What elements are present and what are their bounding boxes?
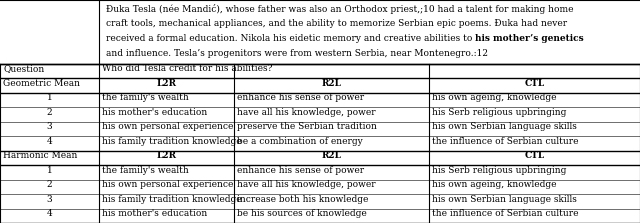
Text: R2L: R2L (321, 151, 341, 160)
Text: increase both his knowledge: increase both his knowledge (237, 195, 368, 204)
Text: 4: 4 (47, 137, 52, 146)
Text: Question: Question (3, 64, 44, 73)
Text: his family tradition knowledge: his family tradition knowledge (102, 137, 242, 146)
Text: his Serb religious upbringing: his Serb religious upbringing (432, 166, 566, 175)
Text: Geometric Mean: Geometric Mean (3, 79, 80, 88)
Text: L2R: L2R (156, 151, 177, 160)
Text: 4: 4 (47, 209, 52, 218)
Text: his mother's education: his mother's education (102, 108, 207, 117)
Text: Đuka Tesla (née Mandić), whose father was also an Orthodox priest,;10 had a tale: Đuka Tesla (née Mandić), whose father wa… (106, 4, 573, 14)
Text: 1: 1 (47, 166, 52, 175)
Text: 3: 3 (47, 122, 52, 131)
Text: the family's wealth: the family's wealth (102, 166, 189, 175)
Text: his own Serbian language skills: his own Serbian language skills (432, 195, 577, 204)
Text: Who did Tesla credit for his abilities?: Who did Tesla credit for his abilities? (102, 64, 273, 73)
Text: enhance his sense of power: enhance his sense of power (237, 166, 364, 175)
Text: his mother’s genetics: his mother’s genetics (475, 34, 584, 43)
Text: L2R: L2R (156, 79, 177, 88)
Text: received a formal education. Nikola his eidetic memory and creative abilities to: received a formal education. Nikola his … (106, 34, 475, 43)
Text: his family tradition knowledge: his family tradition knowledge (102, 195, 242, 204)
Text: CTL: CTL (524, 79, 545, 88)
Text: CTL: CTL (524, 151, 545, 160)
Text: the influence of Serbian culture: the influence of Serbian culture (432, 209, 579, 218)
Text: R2L: R2L (321, 79, 341, 88)
Text: be a combination of energy: be a combination of energy (237, 137, 362, 146)
Text: be his sources of knowledge: be his sources of knowledge (237, 209, 367, 218)
Text: his own ageing, knowledge: his own ageing, knowledge (432, 180, 557, 189)
Text: his own personal experience: his own personal experience (102, 122, 234, 131)
Text: 1: 1 (47, 93, 52, 102)
Text: Harmonic Mean: Harmonic Mean (3, 151, 77, 160)
Text: his Serb religious upbringing: his Serb religious upbringing (432, 108, 566, 117)
Text: his own ageing, knowledge: his own ageing, knowledge (432, 93, 557, 102)
Text: enhance his sense of power: enhance his sense of power (237, 93, 364, 102)
Text: his own personal experience: his own personal experience (102, 180, 234, 189)
Text: preserve the Serbian tradition: preserve the Serbian tradition (237, 122, 377, 131)
Text: 2: 2 (47, 180, 52, 189)
Text: 3: 3 (47, 195, 52, 204)
Text: the influence of Serbian culture: the influence of Serbian culture (432, 137, 579, 146)
Text: craft tools, mechanical appliances, and the ability to memorize Serbian epic poe: craft tools, mechanical appliances, and … (106, 19, 567, 28)
Text: his own Serbian language skills: his own Serbian language skills (432, 122, 577, 131)
Text: have all his knowledge, power: have all his knowledge, power (237, 180, 376, 189)
Text: his mother's education: his mother's education (102, 209, 207, 218)
Text: and influence. Tesla’s progenitors were from western Serbia, near Montenegro.:12: and influence. Tesla’s progenitors were … (106, 50, 488, 58)
Text: the family's wealth: the family's wealth (102, 93, 189, 102)
Text: have all his knowledge, power: have all his knowledge, power (237, 108, 376, 117)
Text: 2: 2 (47, 108, 52, 117)
